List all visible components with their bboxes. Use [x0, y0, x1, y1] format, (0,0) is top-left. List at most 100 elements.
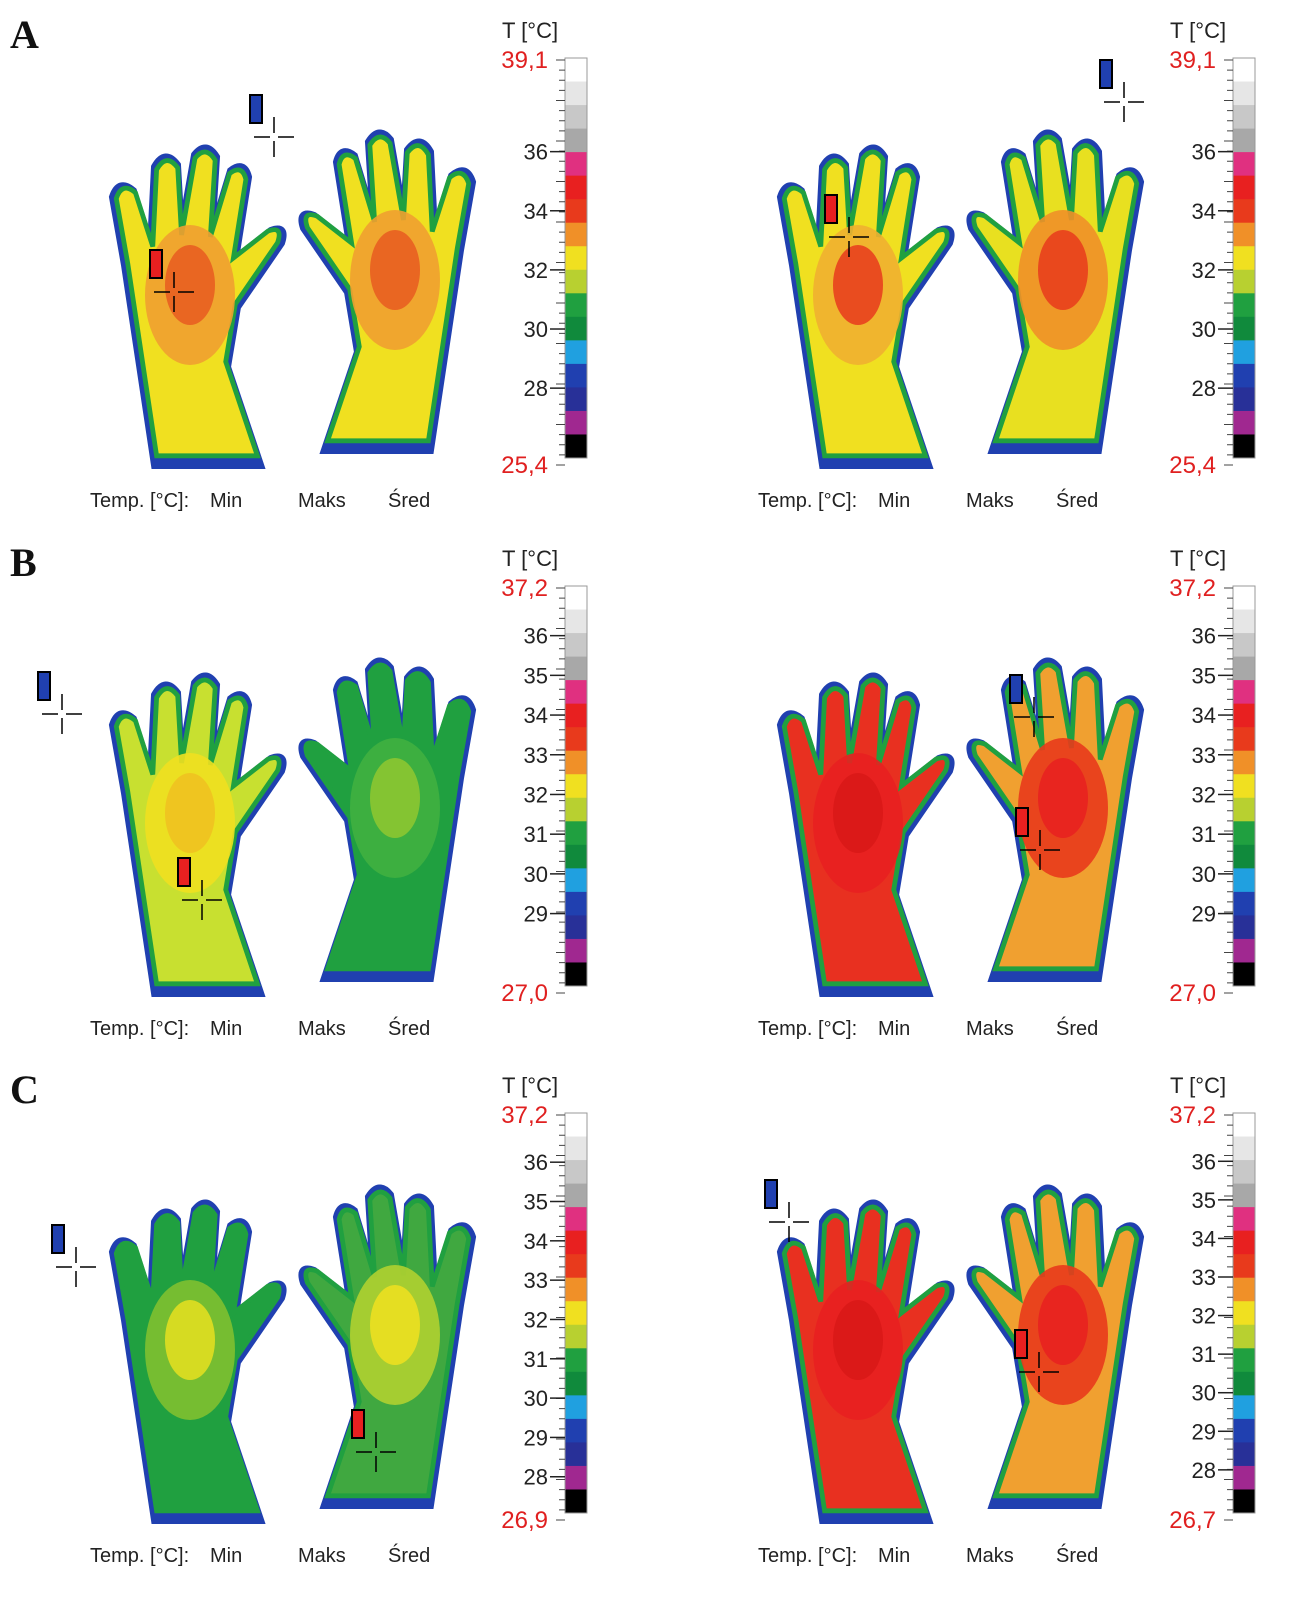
scale-tick-label: 33 [524, 1268, 548, 1293]
scale-segment [1233, 703, 1255, 728]
hand-hot-area [833, 1300, 883, 1380]
scale-segment [1233, 1254, 1255, 1279]
scale-tick-label: 28 [1192, 1458, 1216, 1483]
crosshair [1104, 82, 1144, 122]
scale-segment [1233, 199, 1255, 224]
scale-tick-label: 29 [524, 1425, 548, 1450]
scale-segment [565, 727, 587, 752]
footer-label: Temp. [°C]: [758, 1018, 857, 1040]
crosshair [356, 1432, 396, 1472]
marker-icon [51, 1224, 65, 1254]
scale-segment [565, 1207, 587, 1232]
scale-min-label: 26,9 [501, 1507, 548, 1534]
scale-segment [565, 774, 587, 799]
scale-segment [565, 175, 587, 200]
scale-tick-label: 34 [1192, 1226, 1216, 1251]
scale-tick-label: 36 [1192, 624, 1216, 649]
marker-icon [1009, 674, 1023, 704]
scale-segment [565, 609, 587, 634]
scale-max-label: 39,1 [501, 47, 548, 74]
hand-image [776, 1199, 955, 1524]
hand-image [298, 1184, 477, 1509]
row-label: A [10, 12, 39, 57]
row-label: B [10, 540, 37, 585]
scale-segment [1233, 410, 1255, 435]
scale-segment [565, 915, 587, 940]
scale-tick-label: 34 [524, 703, 548, 728]
scale-tick-label: 30 [1192, 1381, 1216, 1406]
scale-segment [1233, 680, 1255, 705]
scale-segment [565, 633, 587, 658]
scale-tick-label: 36 [524, 624, 548, 649]
scale-tick-label: 28 [1192, 376, 1216, 401]
scale-segment [565, 1324, 587, 1349]
scale-segment [1233, 938, 1255, 963]
footer-label: Śred [1056, 488, 1098, 512]
hand-hot-area [370, 1285, 420, 1365]
hand-image [108, 1199, 287, 1524]
footer-label: Maks [966, 490, 1014, 512]
scale-segment [565, 58, 587, 83]
scale-segment [1233, 844, 1255, 869]
scale-tick-label: 36 [1192, 1149, 1216, 1174]
scale-max-label: 37,2 [501, 575, 548, 602]
crosshair [1019, 1352, 1059, 1392]
marker-icon [1099, 59, 1113, 89]
scale-segment [565, 363, 587, 388]
row-label: C [10, 1067, 39, 1112]
scale-segment [565, 962, 587, 987]
footer-label: Min [210, 490, 242, 512]
footer-label: Min [878, 490, 910, 512]
scale-segment [565, 821, 587, 846]
scale-segment [1233, 1230, 1255, 1255]
footer-label: Maks [966, 1018, 1014, 1040]
scale-tick-label: 31 [1192, 822, 1216, 847]
scale-title: T [°C] [502, 18, 558, 43]
scale-segment [1233, 656, 1255, 681]
scale-tick-label: 35 [524, 1190, 548, 1215]
thermal-panel: T [°C] 37,2 27,0 36 35 34 33 32 31 30 29 Temp. [°C]… [37, 546, 588, 1040]
scale-segment [1233, 128, 1255, 153]
footer-label: Maks [298, 1018, 346, 1040]
footer-label: Śred [1056, 1543, 1098, 1567]
scale-segment [1233, 1113, 1255, 1138]
scale-segment [1233, 1348, 1255, 1373]
scale-segment [565, 656, 587, 681]
scale-segment [565, 199, 587, 224]
scale-segment [565, 1254, 587, 1279]
footer-label: Maks [298, 1545, 346, 1567]
crosshair [829, 217, 869, 257]
hand-image [108, 672, 287, 997]
scale-segment [1233, 58, 1255, 83]
scale-segment [1233, 1371, 1255, 1396]
scale-title: T [°C] [1170, 18, 1226, 43]
scale-segment [1233, 1489, 1255, 1514]
scale-segment [1233, 609, 1255, 634]
scale-segment [565, 152, 587, 177]
scale-segment [565, 1230, 587, 1255]
scale-segment [565, 1348, 587, 1373]
scale-tick-label: 32 [524, 258, 548, 283]
crosshair [56, 1247, 96, 1287]
marker-icon [1014, 1329, 1028, 1359]
thermal-panel: T [°C] 39,1 25,4 36 34 32 30 28 Temp. [°C]: Min Ma… [90, 18, 588, 512]
scale-tick-label: 31 [524, 822, 548, 847]
scale-tick-label: 30 [524, 1386, 548, 1411]
hand-image [966, 1184, 1145, 1509]
crosshair [254, 117, 294, 157]
scale-segment [565, 222, 587, 247]
scale-min-label: 27,0 [1169, 980, 1216, 1007]
scale-segment [565, 434, 587, 459]
scale-segment [1233, 152, 1255, 177]
scale-frame [564, 57, 588, 459]
scale-tick-label: 30 [1192, 317, 1216, 342]
scale-tick-label: 34 [524, 199, 548, 224]
scale-segment [565, 844, 587, 869]
footer-label: Maks [298, 490, 346, 512]
thermal-panel: T [°C] 37,2 26,7 36 35 34 33 32 31 30 29 28 Temp. [°… [758, 1073, 1256, 1567]
scale-segment [1233, 1395, 1255, 1420]
scale-max-label: 37,2 [1169, 1102, 1216, 1129]
hand-hot-area [370, 758, 420, 838]
scale-segment [1233, 774, 1255, 799]
scale-title: T [°C] [502, 1073, 558, 1098]
